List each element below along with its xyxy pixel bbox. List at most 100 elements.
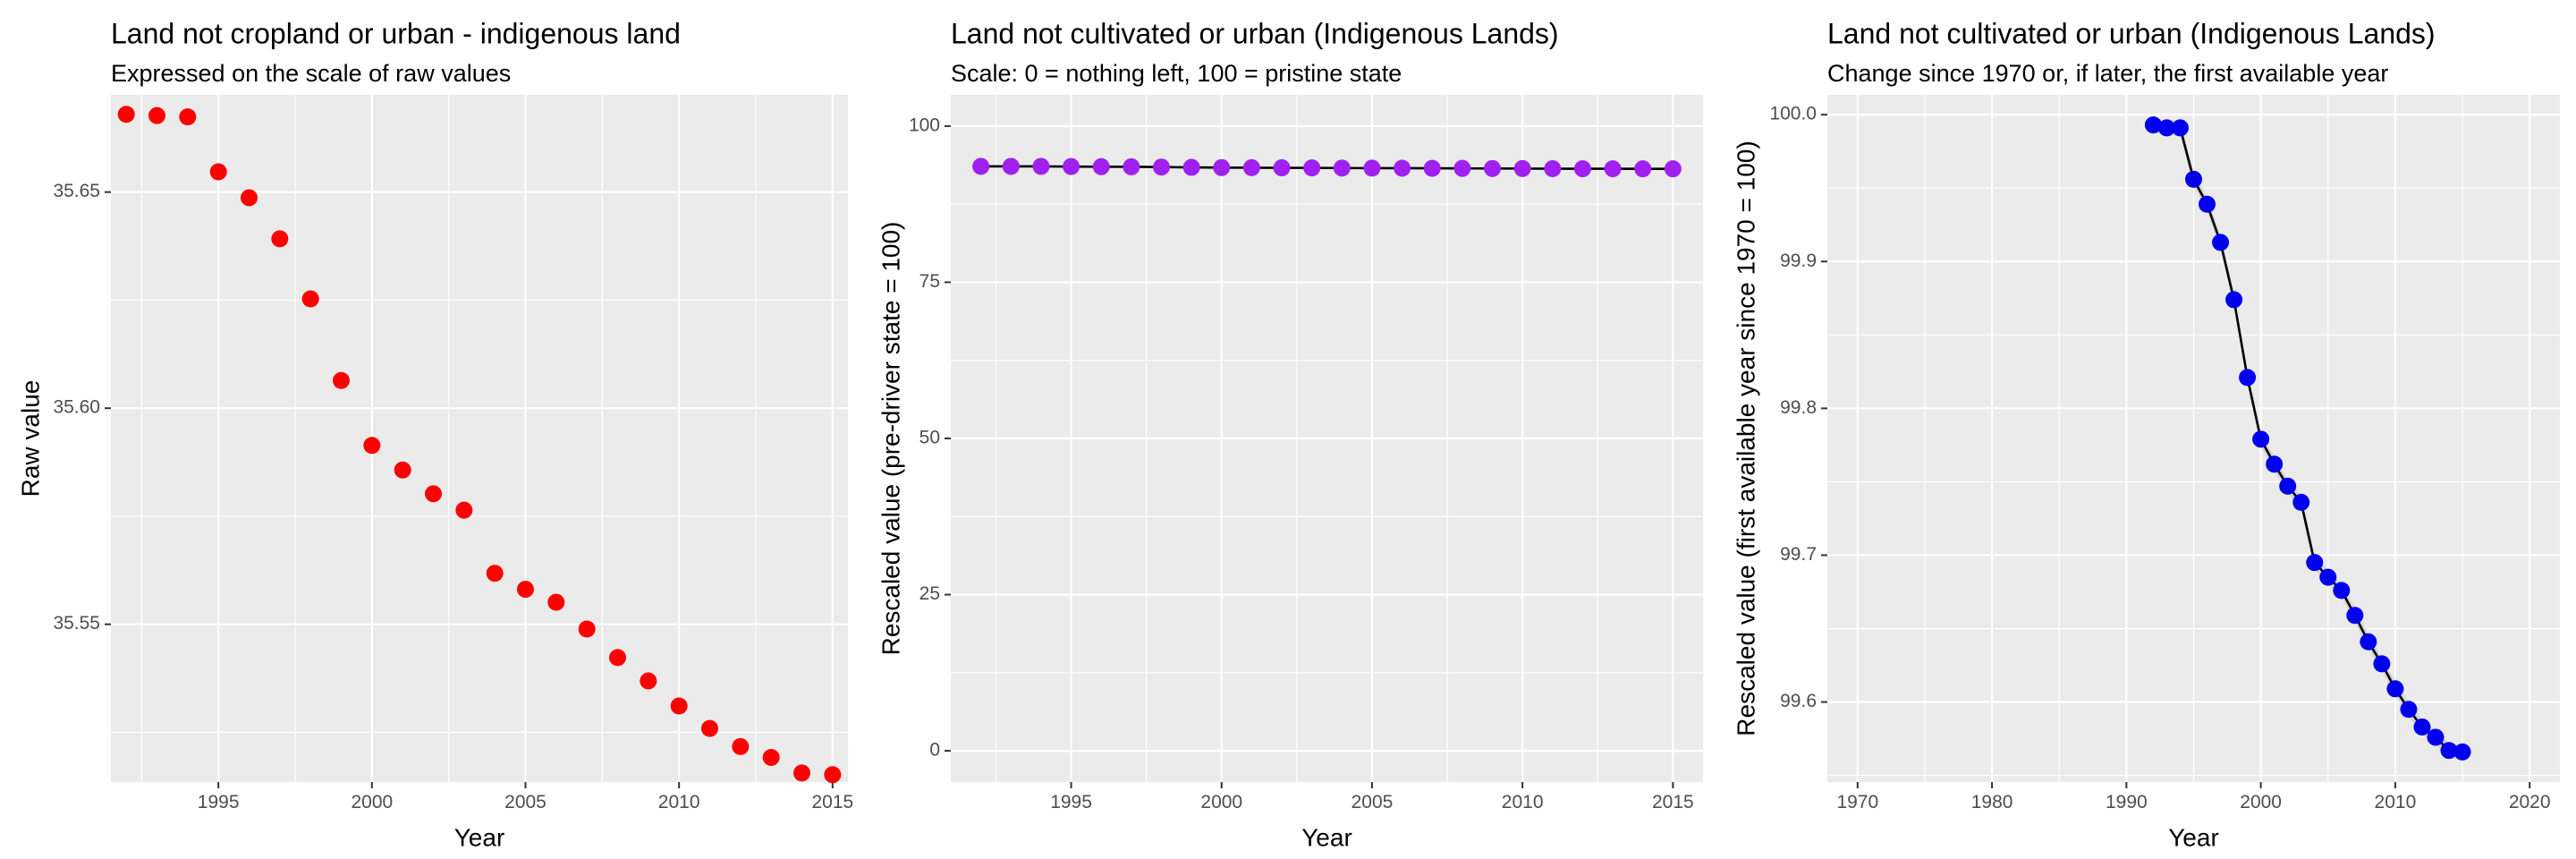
data-point — [394, 461, 411, 479]
data-point — [2252, 430, 2270, 448]
data-point — [2212, 234, 2230, 251]
chart-title: Land not cultivated or urban (Indigenous… — [951, 17, 1559, 49]
data-point — [241, 189, 258, 207]
data-point — [1063, 157, 1080, 175]
data-point — [1573, 160, 1591, 178]
data-point — [578, 620, 596, 638]
data-point — [2199, 195, 2216, 213]
data-point — [762, 748, 780, 766]
x-tick-label: 2000 — [1200, 792, 1242, 812]
y-axis-title: Rescaled value (first available year sin… — [1732, 140, 1759, 736]
data-point — [1604, 160, 1622, 178]
data-point — [2185, 170, 2202, 188]
x-tick-label: 2010 — [1502, 792, 1544, 812]
data-point — [1423, 159, 1441, 177]
x-axis-title: Year — [454, 823, 505, 851]
data-point — [1123, 157, 1140, 175]
x-tick-label: 1980 — [1971, 792, 2013, 812]
chart-panel-1: Land not cropland or urban - indigenous … — [16, 17, 853, 851]
x-axis-title: Year — [2168, 823, 2219, 851]
data-point — [333, 371, 350, 389]
y-tick-label: 35.60 — [53, 397, 100, 418]
data-point — [972, 157, 990, 175]
data-point — [2157, 119, 2175, 137]
y-tick-label: 35.65 — [53, 181, 100, 201]
data-point — [301, 290, 319, 308]
chart-title: Land not cultivated or urban (Indigenous… — [1827, 17, 2436, 49]
data-point — [117, 106, 135, 123]
x-tick-label: 2015 — [1652, 792, 1694, 812]
data-point — [1032, 157, 1050, 175]
y-tick-label: 50 — [919, 428, 940, 448]
y-tick-label: 75 — [919, 271, 940, 292]
data-point — [2453, 743, 2471, 761]
data-point — [2171, 119, 2189, 137]
data-point — [486, 565, 504, 583]
data-point — [609, 649, 626, 667]
chart-subtitle: Change since 1970 or, if later, the firs… — [1827, 60, 2388, 87]
y-tick-label: 99.6 — [1780, 691, 1817, 711]
x-tick-label: 1995 — [198, 792, 240, 812]
y-tick-label: 99.9 — [1780, 251, 1817, 271]
data-point — [2266, 455, 2284, 473]
y-tick-label: 99.7 — [1780, 544, 1817, 565]
x-tick-label: 1995 — [1050, 792, 1092, 812]
data-point — [1092, 157, 1110, 175]
plot-background — [111, 95, 848, 782]
chart-subtitle: Expressed on the scale of raw values — [111, 60, 511, 87]
data-point — [1273, 159, 1291, 177]
data-point — [517, 581, 534, 599]
data-point — [455, 501, 473, 519]
data-point — [1213, 158, 1231, 176]
data-point — [2279, 477, 2297, 495]
y-tick-label: 99.8 — [1780, 397, 1817, 418]
chart-panel-3: Land not cultivated or urban (Indigenous… — [1732, 17, 2560, 851]
data-point — [1242, 158, 1260, 176]
data-point — [2144, 116, 2162, 134]
data-point — [2360, 633, 2377, 651]
gridlines — [951, 95, 1703, 782]
data-point — [824, 766, 842, 784]
data-point — [2373, 655, 2391, 673]
data-point — [701, 719, 718, 737]
data-point — [1182, 158, 1200, 176]
gridlines — [1827, 95, 2560, 782]
data-point — [1634, 160, 1652, 178]
data-point — [1002, 157, 1020, 175]
data-point — [1394, 159, 1411, 177]
data-point — [793, 764, 810, 782]
data-point — [2400, 701, 2418, 719]
data-point — [1333, 159, 1351, 177]
y-tick-label: 25 — [919, 583, 940, 604]
data-point — [2427, 728, 2445, 746]
x-axis-title: Year — [1301, 823, 1352, 851]
x-tick-label: 2020 — [2509, 792, 2551, 812]
data-point — [2386, 680, 2404, 698]
data-point — [271, 230, 289, 248]
data-point — [2225, 291, 2243, 309]
x-tick-label: 2010 — [2375, 792, 2417, 812]
y-tick-label: 100 — [909, 115, 940, 135]
x-tick-label: 2005 — [1352, 792, 1394, 812]
data-point — [1303, 159, 1321, 177]
data-point — [640, 672, 657, 690]
chart-panel-2: Land not cultivated or urban (Indigenous… — [877, 17, 1703, 851]
data-point — [209, 163, 227, 181]
x-tick-label: 2005 — [504, 792, 547, 812]
data-point — [732, 737, 750, 755]
data-point — [1544, 160, 1562, 178]
chart-subtitle: Scale: 0 = nothing left, 100 = pristine … — [951, 60, 1402, 87]
y-tick-label: 0 — [929, 740, 940, 761]
gridlines — [111, 95, 848, 782]
data-point — [547, 593, 565, 611]
data-point — [2333, 582, 2351, 600]
x-tick-label: 1970 — [1836, 792, 1878, 812]
y-tick-label: 100.0 — [1769, 104, 1817, 124]
x-tick-label: 2010 — [658, 792, 700, 812]
data-point — [2413, 718, 2431, 736]
y-axis-title: Raw value — [16, 380, 44, 498]
data-point — [2319, 568, 2337, 586]
data-point — [1484, 159, 1502, 177]
data-point — [425, 485, 442, 503]
